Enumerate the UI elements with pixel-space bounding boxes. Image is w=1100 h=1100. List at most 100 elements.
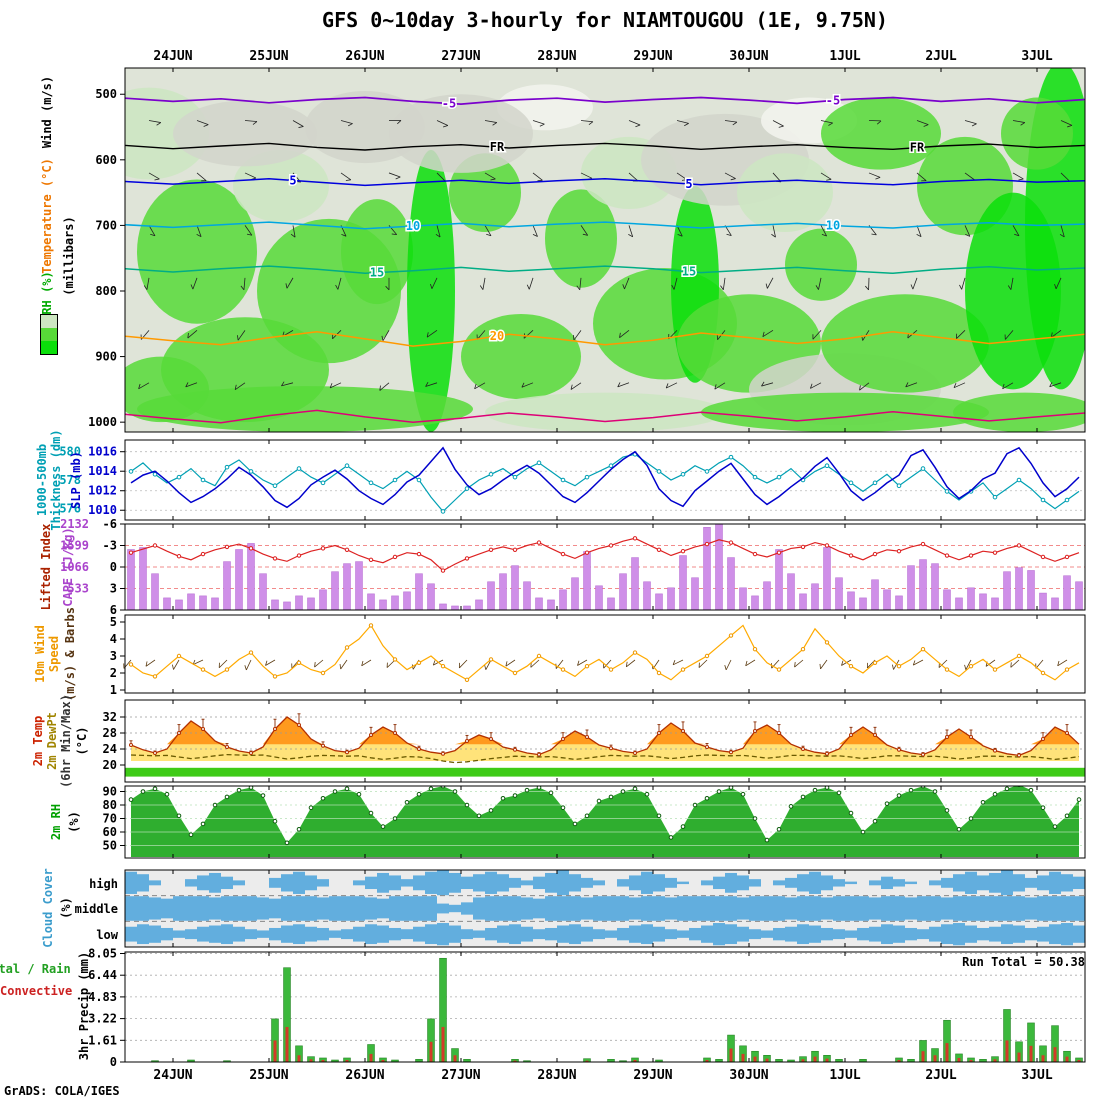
chart-title: GFS 0~10day 3-hourly for NIAMTOUGOU (1E,… (322, 8, 888, 32)
precip-panel: 8.05 6.44 4.83 3.22 1.61 0 (88, 947, 1086, 1069)
p8-rain-legend: Total / Rain (0, 962, 71, 976)
p1-rh-axis-label: RH (%) (40, 271, 54, 315)
svg-text:3: 3 (110, 649, 117, 663)
svg-text:600: 600 (95, 153, 117, 167)
svg-text:6: 6 (110, 603, 117, 617)
date-axis: 24JUN 24JUN 25JUN 25JUN 26JUN 26JUN 27JUN 27JUN… (153, 49, 1052, 1083)
svg-text:10: 10 (406, 219, 420, 233)
svg-text:1: 1 (110, 683, 117, 697)
svg-text:-5: -5 (826, 93, 840, 107)
svg-text:1066: 1066 (60, 560, 89, 574)
svg-text:3JUL: 3JUL (1021, 1068, 1052, 1083)
svg-text:26JUN: 26JUN (345, 1068, 384, 1083)
slp-thickness-panel: 1016 1014 1012 1010 580 578 576 (59, 439, 1086, 521)
p2-slp-label: SLP (mb) (69, 451, 83, 509)
svg-text:533: 533 (67, 582, 89, 596)
svg-text:60: 60 (103, 825, 117, 839)
p1-temperature-axis-label: Temperature (°C) (40, 158, 54, 274)
p1-millibars-axis-label: (millibars) (62, 216, 76, 296)
svg-text:580: 580 (59, 444, 81, 458)
p7-cloud-cover-label: Cloud Cover (41, 868, 55, 948)
p4-barbs-label: (m/s) & Barbs (63, 607, 77, 701)
svg-text:1000: 1000 (88, 415, 117, 429)
p3-lifted-index-label: Lifted Index (39, 523, 53, 611)
svg-text:24JUN: 24JUN (153, 1068, 192, 1083)
svg-text:25JUN: 25JUN (249, 1068, 288, 1083)
svg-text:700: 700 (95, 218, 117, 232)
svg-text:1010: 1010 (88, 503, 117, 517)
svg-text:24: 24 (103, 742, 117, 756)
svg-text:1012: 1012 (88, 484, 117, 498)
svg-text:1014: 1014 (88, 464, 117, 478)
svg-text:10: 10 (826, 218, 840, 232)
svg-text:5: 5 (289, 173, 296, 187)
svg-text:500: 500 (95, 87, 117, 101)
cloud-row-low-label: low (96, 928, 118, 942)
p5-dewpt-label: 2m DewPt (45, 712, 59, 770)
svg-text:29JUN: 29JUN (633, 1068, 672, 1083)
p3-cape-label: CAPE (J/kg) (61, 527, 75, 607)
svg-text:15: 15 (370, 266, 384, 280)
svg-text:25JUN: 25JUN (249, 49, 288, 64)
p5-degc-label: (°C) (75, 726, 89, 756)
svg-text:4.83: 4.83 (88, 990, 117, 1004)
p8-convective-legend: Convective (0, 984, 73, 998)
svg-text:1JUL: 1JUL (829, 1068, 860, 1083)
cloud-row-high-label: high (89, 877, 118, 891)
svg-text:-5: -5 (442, 96, 456, 110)
svg-text:2: 2 (110, 666, 117, 680)
svg-text:32: 32 (103, 710, 117, 724)
p4-wind-label-line2: Speed (47, 635, 61, 673)
svg-text:6.44: 6.44 (88, 968, 117, 982)
svg-text:-3: -3 (103, 539, 117, 553)
svg-text:2JUL: 2JUL (925, 49, 956, 64)
grads-credit: GrADS: COLA/IGES (4, 1084, 120, 1098)
svg-text:8.05: 8.05 (88, 947, 117, 961)
p1-wind-axis-label: Wind (m/s) (40, 75, 54, 149)
svg-text:24JUN: 24JUN (153, 49, 192, 64)
p5-temp-label: 2m Temp (31, 715, 45, 767)
svg-text:90: 90 (103, 785, 117, 799)
cloud-row-middle-label: middle (74, 902, 118, 916)
p6-rh-label: 2m RH (49, 803, 63, 841)
rh-colorbar (40, 314, 58, 355)
p2-thickness-label-line2: Thickness (dm) (49, 429, 63, 531)
temp-dewpt-panel: 32 28 24 20 (103, 699, 1086, 783)
svg-text:15: 15 (682, 265, 696, 279)
svg-text:3.22: 3.22 (88, 1012, 117, 1026)
svg-text:80: 80 (103, 798, 117, 812)
svg-text:800: 800 (95, 284, 117, 298)
svg-text:1JUL: 1JUL (829, 49, 860, 64)
li-cape-panel: -6 -3 0 3 6 2132 1599 1066 533 (60, 517, 1086, 617)
svg-text:576: 576 (59, 502, 81, 516)
svg-text:27JUN: 27JUN (441, 49, 480, 64)
cross-section-panel: -5 -5 FR FR 5 5 10 10 15 15 20 500 600 700 800 900 1000 (88, 67, 1086, 433)
svg-text:30JUN: 30JUN (729, 49, 768, 64)
svg-text:0: 0 (110, 1055, 117, 1069)
svg-text:FR: FR (490, 140, 505, 154)
svg-text:26JUN: 26JUN (345, 49, 384, 64)
svg-text:20: 20 (490, 329, 504, 343)
svg-text:2JUL: 2JUL (925, 1068, 956, 1083)
svg-text:28JUN: 28JUN (537, 49, 576, 64)
p6-pct-label: (%) (67, 811, 81, 833)
svg-text:0: 0 (110, 560, 117, 574)
p8-precip-axis-label: 3hr Precip (mm) (77, 951, 91, 1061)
svg-text:50: 50 (103, 839, 117, 853)
run-total-text: Run Total = 50.38 (962, 955, 1085, 969)
p2-thickness-label-line1: 1000-500mb (35, 443, 49, 517)
svg-text:4: 4 (110, 632, 117, 646)
svg-text:3JUL: 3JUL (1021, 49, 1052, 64)
p4-wind-label-line1: 10m Wind (33, 625, 47, 683)
svg-text:900: 900 (95, 350, 117, 364)
svg-text:2132: 2132 (60, 517, 89, 531)
cloud-cover-panel (124, 869, 1086, 948)
wind10m-panel: 5 4 3 2 1 (110, 614, 1086, 697)
svg-text:5: 5 (110, 615, 117, 629)
svg-text:70: 70 (103, 812, 117, 826)
svg-text:1016: 1016 (88, 445, 117, 459)
svg-text:1.61: 1.61 (88, 1033, 117, 1047)
